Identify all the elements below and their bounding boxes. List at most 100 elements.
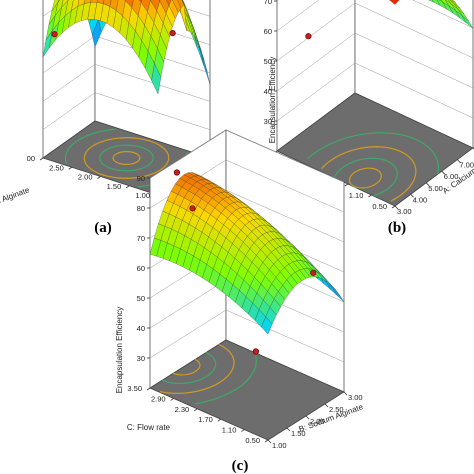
- surface-cell: [177, 0, 185, 8]
- y-tick: [368, 194, 372, 198]
- x-tick-label: 2.00: [310, 417, 325, 426]
- response-surface: [42, 0, 211, 95]
- surface-cell: [450, 0, 461, 9]
- contour-line: [334, 157, 389, 178]
- z-tick-label: 40: [264, 87, 272, 96]
- z-tick-label: 60: [137, 264, 145, 273]
- design-point: [169, 29, 176, 37]
- x-tick: [305, 415, 310, 420]
- y-tick: [264, 439, 269, 443]
- x-tick: [441, 170, 446, 175]
- contour-line: [321, 146, 402, 170]
- contour-line: [64, 128, 116, 164]
- y-tick-label: 0.50: [245, 436, 260, 445]
- z-axis-label: Encapsulation Efficiency: [268, 57, 277, 144]
- contour-line: [416, 139, 440, 175]
- y-tick: [170, 398, 174, 401]
- z-tick-label: 80: [137, 204, 145, 213]
- y-tick-label: 1.70: [198, 415, 213, 424]
- contour-line: [373, 160, 398, 197]
- y-tick: [68, 166, 72, 170]
- wall-gridline: [276, 0, 474, 32]
- y-tick-label: 1.10: [222, 426, 237, 435]
- wall-gridline: [42, 64, 211, 102]
- y-tick-label: 1.10: [349, 191, 364, 200]
- response-surface: [389, 0, 474, 29]
- x-tick: [286, 427, 291, 432]
- response-surface: [149, 172, 345, 335]
- wall-gridline: [149, 309, 345, 363]
- contour-line: [159, 343, 235, 394]
- contour-line: [390, 151, 417, 202]
- x-tick-label: 6.00: [444, 172, 459, 181]
- floor-plane: [276, 92, 474, 207]
- panel-c: 1.001.502.002.503.00B: Sodium Alginate0.…: [115, 129, 365, 450]
- contour-floor: [149, 339, 345, 441]
- design-point: [305, 33, 312, 40]
- x-tick: [425, 182, 430, 187]
- x-tick-label: 5.00: [428, 184, 443, 193]
- x-tick-label: 1.50: [291, 429, 306, 438]
- contour-line: [306, 132, 418, 160]
- x-tick: [267, 439, 272, 444]
- x-tick-label: 2.50: [329, 405, 344, 414]
- wall-gridline: [276, 62, 474, 122]
- design-point: [51, 31, 58, 38]
- surface-cell: [389, 0, 400, 5]
- wall-gridline: [276, 32, 474, 92]
- z-tick-label: 50: [137, 294, 145, 303]
- z-tick-label: 70: [264, 0, 272, 6]
- y-axis: 0.50 1.10 1.70 2.30 2.90 3.50 C: Flow rate: [127, 384, 269, 445]
- design-point: [189, 205, 196, 212]
- contour-line: [83, 137, 170, 179]
- z-axis-label: Encapsulation Efficiency: [115, 307, 124, 394]
- surface-cell: [261, 316, 273, 335]
- z-tick-label: 90: [137, 174, 145, 183]
- y-tick: [39, 157, 44, 161]
- design-point: [173, 169, 180, 176]
- y-tick-label: 2.30: [175, 405, 190, 414]
- y-tick-label: 2.90: [151, 394, 166, 403]
- y-tick: [241, 429, 245, 432]
- floor-plane: [149, 339, 345, 441]
- x-tick-label: 4.00: [413, 195, 428, 204]
- z-tick-label: 60: [264, 27, 272, 36]
- y-axis-label: C: Flow rate: [127, 423, 171, 432]
- y-tick: [391, 205, 396, 209]
- contour-line: [348, 167, 382, 189]
- y-tick-label: 1.50: [107, 182, 122, 191]
- z-tick-label: 40: [137, 324, 145, 333]
- y-tick-label: 3.50: [127, 384, 142, 393]
- z-tick-label: 50: [264, 57, 272, 66]
- surface-cell: [151, 63, 162, 95]
- y-tick: [193, 408, 198, 412]
- contour-line: [194, 355, 257, 405]
- contour-line: [99, 144, 154, 172]
- y-tick-label: 2.50: [49, 163, 64, 172]
- x-tick: [394, 205, 399, 210]
- design-points: [173, 169, 317, 355]
- x-tick: [343, 391, 348, 396]
- z-tick-label: 30: [137, 354, 145, 363]
- surface-cell: [451, 0, 456, 4]
- wall-gridline: [276, 2, 474, 62]
- contour-line: [112, 151, 141, 165]
- design-points: [51, 29, 176, 38]
- x-tick-label: 3.00: [397, 207, 412, 216]
- y-tick-label: 0.50: [372, 202, 387, 211]
- contour-floor: [276, 92, 474, 207]
- panel-label-a: (a): [94, 220, 112, 236]
- x-tick: [324, 403, 329, 408]
- y-tick: [344, 183, 349, 187]
- x-tick: [410, 194, 414, 198]
- panel-label-b: (b): [388, 220, 406, 236]
- design-point: [310, 269, 317, 276]
- x-tick-label: 7.00: [459, 161, 474, 170]
- y-axis-label: B: Sodium Alginate: [0, 185, 31, 217]
- design-points: [305, 33, 312, 40]
- wall-gridline: [149, 129, 345, 183]
- z-tick-label: 30: [264, 117, 272, 126]
